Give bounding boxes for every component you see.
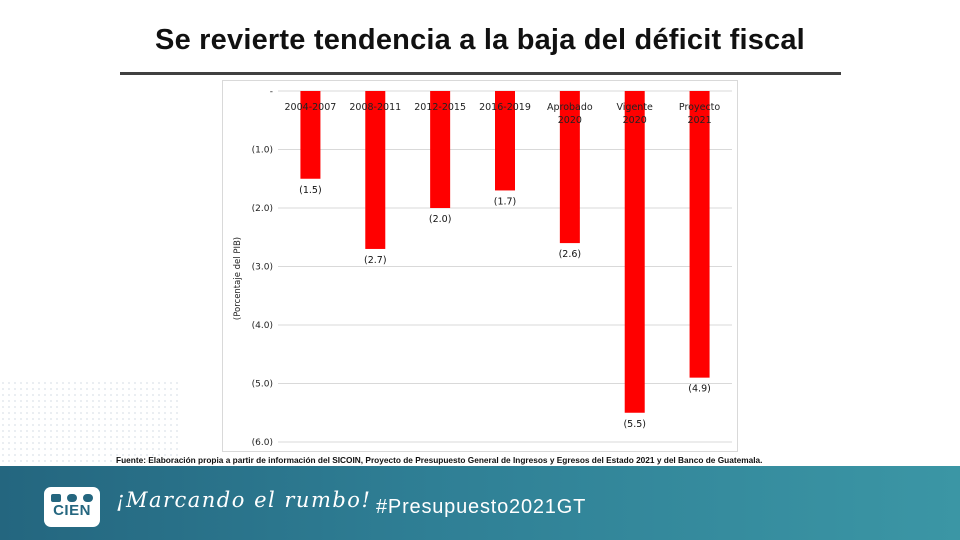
data-label: (2.7) [364, 255, 387, 266]
logo-marks-icon [51, 494, 93, 502]
category-label: Aprobado [547, 102, 593, 113]
bar [495, 91, 515, 191]
cien-logo: CIEN [44, 487, 100, 527]
data-label: (1.5) [299, 185, 322, 196]
category-label: 2012-2015 [414, 102, 466, 113]
category-label: Proyecto [679, 102, 720, 113]
logo-text: CIEN [53, 502, 91, 519]
y-tick-label: (3.0) [252, 263, 273, 273]
y-tick-label: - [270, 87, 273, 97]
category-label: Vigente [617, 102, 654, 113]
category-label: 2008-2011 [349, 102, 401, 113]
y-axis-label: (Porcentaje del PIB) [233, 237, 243, 320]
y-tick-label: (6.0) [252, 438, 273, 448]
category-label: 2004-2007 [285, 102, 337, 113]
data-label: (4.9) [688, 384, 711, 395]
bar [300, 91, 321, 179]
data-label: (2.0) [429, 214, 452, 225]
source-note: Fuente: Elaboración propia a partir de i… [116, 455, 763, 465]
category-label: 2021 [687, 115, 711, 126]
bar [689, 91, 710, 378]
bar [559, 91, 580, 244]
title-underline [120, 72, 841, 75]
category-label: 2020 [623, 115, 647, 126]
bar [624, 91, 645, 413]
y-tick-label: (1.0) [252, 146, 273, 156]
deficit-bar-chart: - (1.0) (2.0) (3.0) (4.0) (5.0) (6.0) (Porcenta… [233, 87, 732, 448]
hashtag: #Presupuesto2021GT [376, 496, 587, 518]
data-label: (2.6) [559, 249, 582, 260]
bar [365, 91, 386, 249]
y-tick-label: (2.0) [252, 204, 273, 214]
y-tick-label: (4.0) [252, 321, 273, 331]
data-label: (1.7) [494, 196, 517, 207]
page-title: Se revierte tendencia a la baja del défi… [155, 24, 805, 56]
category-label: 2020 [558, 115, 582, 126]
data-label: (5.5) [623, 419, 646, 430]
slogan: ¡Marcando el rumbo! [116, 488, 372, 512]
bar [430, 91, 451, 208]
footer-band [0, 466, 960, 540]
y-tick-label: (5.0) [252, 380, 273, 390]
background-dot-pattern [0, 380, 180, 470]
category-label: 2016-2019 [479, 102, 531, 113]
